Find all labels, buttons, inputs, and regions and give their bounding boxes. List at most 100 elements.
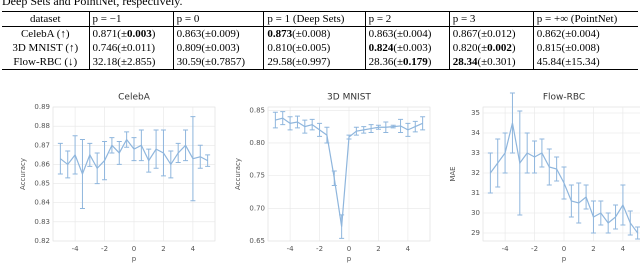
header-cell: p = −1: [88, 11, 174, 27]
header-cell: p = 0: [172, 11, 264, 27]
error-bar: [87, 142, 93, 167]
error-bar: [554, 156, 560, 182]
error-bar: [583, 184, 589, 210]
table-row: Flow-RBC (↓) 32.18(±2.855) 30.59(±0.7857) 2…: [2, 55, 638, 70]
error-bar: [138, 129, 144, 162]
x-tick-label: 4: [621, 245, 626, 253]
y-tick-label: 30: [471, 209, 480, 217]
error-bar: [146, 148, 152, 173]
x-tick-label: 0: [562, 245, 566, 253]
y-tick-label: 0.84: [34, 199, 50, 207]
error-bar: [190, 116, 196, 202]
cell: 0.820(±0.002): [448, 41, 534, 55]
x-axis-label: p: [132, 255, 137, 263]
x-tick-label: 0: [347, 245, 351, 253]
cell-part: 0.003: [126, 28, 152, 40]
cell-part: 0.002: [487, 42, 512, 54]
error-bar: [309, 118, 315, 131]
x-tick-label: 2: [161, 245, 165, 253]
cell: 3D MNIST (↑): [12, 42, 79, 54]
error-bar: [331, 170, 337, 186]
chart-title: 3D MNIST: [327, 93, 371, 103]
error-bar: [346, 134, 352, 140]
x-tick-label: 2: [376, 245, 380, 253]
error-bar: [302, 119, 308, 134]
error-bar: [183, 129, 189, 162]
error-bar: [65, 150, 71, 179]
y-tick-label: 0.87: [34, 141, 50, 149]
error-bar: [124, 131, 130, 148]
error-bar: [620, 184, 626, 226]
y-tick-label: 0.85: [249, 106, 265, 114]
error-bar: [420, 116, 426, 131]
y-tick-label: 0.75: [249, 172, 265, 180]
error-bar: [613, 204, 619, 230]
error-bar: [412, 120, 418, 133]
x-tick-label: -4: [72, 245, 80, 253]
cell: 0.862(±0.004): [532, 26, 638, 41]
header-cell: p = 1 (Deep Sets): [263, 11, 366, 27]
y-tick-label: 35: [471, 109, 480, 117]
error-bar: [131, 137, 137, 162]
error-bar: [546, 148, 552, 186]
x-axis-label: p: [347, 255, 352, 263]
cell-part: 0.873: [267, 28, 293, 40]
error-bar: [383, 121, 389, 133]
error-bar: [568, 184, 574, 218]
error-bar: [317, 122, 323, 137]
error-bar: [72, 135, 78, 175]
error-bar: [339, 214, 345, 239]
error-bar: [294, 115, 300, 129]
y-tick-label: 0.80: [249, 139, 265, 147]
charts: CelebA p Accuracy 0.82 0.83 0.84 0.85 0.86 0.87 0…: [19, 92, 640, 263]
error-bar: [160, 129, 166, 177]
x-tick-label: -4: [287, 245, 295, 253]
cell-part: 0.824: [368, 42, 394, 54]
error-bar: [361, 126, 367, 134]
error-bar: [79, 139, 85, 209]
y-axis-label: Accuracy: [19, 158, 27, 190]
error-bar: [576, 182, 582, 224]
header-cell: p = 2: [364, 11, 450, 27]
header-cell: p = 3: [448, 11, 534, 27]
x-tick-label: -2: [531, 245, 538, 253]
plot-area: [482, 106, 640, 242]
error-bar: [205, 154, 211, 167]
cell: 0.867(±0.012): [448, 26, 534, 41]
y-tick-label: 29: [471, 229, 480, 237]
error-bar: [598, 200, 604, 226]
y-axis-label: MAE: [449, 166, 457, 181]
cell-part: 0.179: [403, 56, 428, 68]
error-bar: [635, 226, 640, 240]
error-bar: [102, 140, 108, 181]
error-bar: [197, 144, 203, 169]
y-tick-label: 0.82: [34, 237, 50, 245]
cell-part: ): [511, 42, 516, 54]
table-row: CelebA (↑) 0.871(±0.003) 0.863(±0.009) 0.87…: [2, 26, 638, 41]
cell: 28.36(±0.179): [364, 55, 450, 70]
header-cell: dataset: [29, 13, 61, 25]
x-tick-label: 4: [191, 245, 196, 253]
y-tick-label: 34: [471, 129, 480, 137]
y-tick-label: 33: [471, 149, 480, 157]
cell-part: (±0.301): [477, 56, 516, 68]
y-tick-label: 0.88: [34, 122, 50, 130]
cell-part: (±0.008): [292, 28, 331, 40]
y-tick-label: 0.85: [34, 180, 50, 188]
cell-part: 0.871(±: [92, 28, 127, 40]
error-bar: [627, 210, 633, 236]
cell-part: 0.820(±: [452, 42, 488, 54]
cell-part: 28.34: [452, 56, 478, 68]
x-tick-label: -4: [502, 245, 510, 253]
x-tick-label: -2: [316, 245, 323, 253]
caption: Deep Sets and PointNet, respectively.: [2, 0, 183, 8]
y-tick-label: 0.83: [34, 218, 50, 226]
error-bar: [368, 124, 374, 133]
error-bar: [517, 110, 523, 216]
error-bar: [590, 200, 596, 234]
error-bar: [57, 142, 63, 175]
x-axis-label: p: [562, 255, 567, 263]
cell-part: 28.36(±: [368, 56, 404, 68]
